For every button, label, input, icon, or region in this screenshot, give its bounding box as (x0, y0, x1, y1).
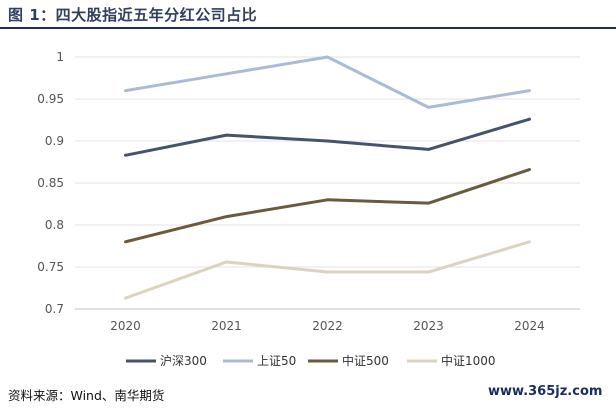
line-chart: 0.70.750.80.850.90.951 2020 2021 2022 2023 2… (37, 50, 580, 368)
series-lines (124, 55, 531, 300)
legend: 沪深300 上证50 中证500 中证1000 (126, 353, 496, 368)
x-tick-label: 2020 (110, 319, 141, 333)
x-axis-ticks: 2020 2021 2022 2023 2024 (110, 319, 545, 333)
y-tick-label: 0.75 (37, 260, 64, 274)
x-tick-label: 2022 (312, 319, 343, 333)
source-note: 资料来源：Wind、南华期货 (8, 388, 165, 403)
watermark: www.365jz.com (488, 384, 603, 399)
x-tick-label: 2024 (514, 319, 545, 333)
legend-label: 沪深300 (160, 354, 207, 368)
legend-label: 中证500 (342, 353, 389, 368)
x-tick-label: 2023 (413, 319, 444, 333)
series-line (124, 117, 531, 157)
y-tick-label: 0.8 (45, 218, 64, 232)
legend-label: 中证1000 (441, 353, 496, 368)
series-line (124, 55, 531, 109)
chart-title: 图 1：四大股指近五年分红公司占比 (8, 6, 258, 24)
series-line (124, 168, 531, 244)
y-tick-label: 0.85 (37, 176, 64, 190)
y-tick-label: 0.9 (45, 134, 64, 148)
y-tick-label: 0.95 (37, 92, 64, 106)
legend-label: 上证50 (257, 354, 296, 368)
x-tick-label: 2021 (211, 319, 242, 333)
y-tick-label: 1 (56, 50, 64, 64)
y-tick-label: 0.7 (45, 302, 64, 316)
y-axis-ticks: 0.7 0.75 0.8 0.85 0.9 0.95 1 (37, 50, 64, 316)
title-divider (0, 27, 616, 29)
series-line (124, 240, 531, 300)
